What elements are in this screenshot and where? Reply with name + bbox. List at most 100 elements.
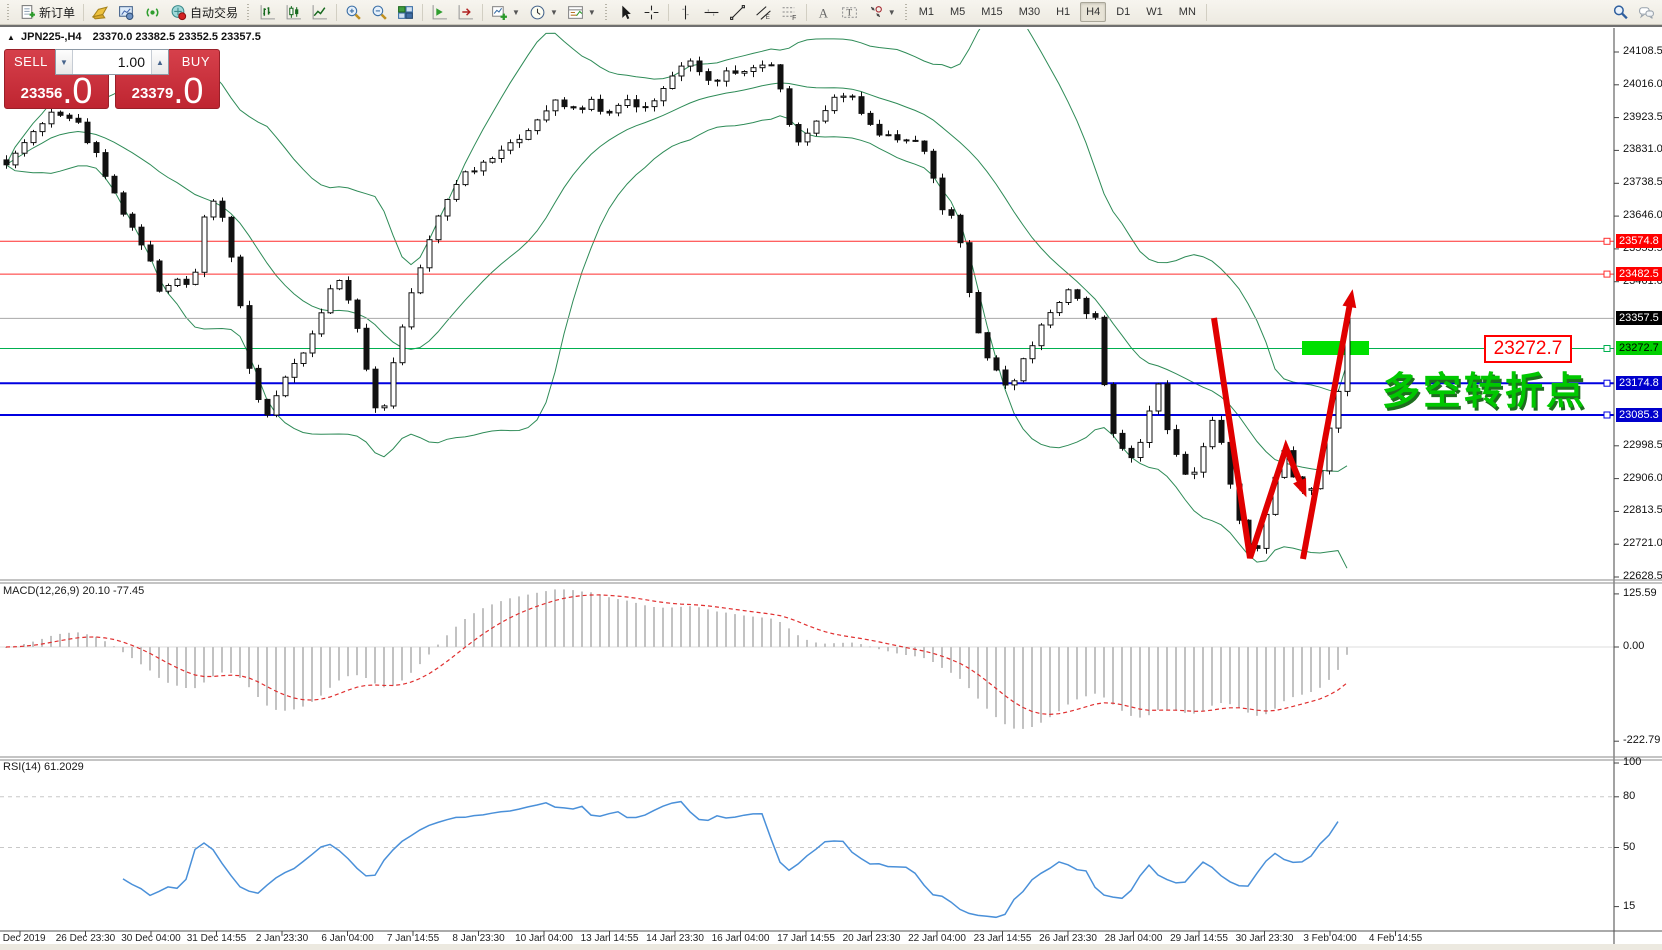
candle: [903, 139, 910, 142]
indicators-button[interactable]: ▼: [487, 1, 524, 23]
macd-bar: [1319, 647, 1321, 688]
macd-bar: [482, 608, 484, 647]
rsi-tick: 50: [1623, 840, 1636, 853]
toolbar-grip[interactable]: [246, 3, 252, 21]
fibonacci-tool-button[interactable]: F: [777, 1, 802, 23]
search-button[interactable]: [1608, 1, 1633, 23]
vline-tool-button[interactable]: [673, 1, 698, 23]
candle: [372, 368, 379, 409]
terminal-button[interactable]: [114, 1, 139, 23]
price-callout-box[interactable]: 23272.7: [1484, 335, 1572, 363]
candle: [1137, 441, 1144, 458]
timeframe-button-m15[interactable]: M15: [981, 6, 1003, 18]
chart-shift-icon: [457, 4, 474, 21]
autotrade-button[interactable]: 自动交易: [166, 1, 242, 23]
rsi-line: [122, 800, 1339, 919]
chart-shift-button[interactable]: [453, 1, 478, 23]
line-handle[interactable]: [1603, 237, 1611, 245]
candle: [732, 70, 739, 74]
crosshair-tool-button[interactable]: [639, 1, 664, 23]
macd-bar: [311, 647, 313, 702]
volume-decrease-button[interactable]: ▼: [56, 50, 73, 74]
new-order-button[interactable]: 新订单: [15, 1, 79, 23]
candle: [606, 110, 613, 114]
macd-bar: [608, 597, 610, 647]
text-tool-button[interactable]: A: [811, 1, 836, 23]
cursor-tool-button[interactable]: [613, 1, 638, 23]
timeframe-button-w1[interactable]: W1: [1146, 6, 1163, 18]
candle: [1182, 453, 1189, 475]
timeframe-button-m30[interactable]: M30: [1018, 6, 1041, 18]
candle: [570, 106, 577, 109]
timeframe-button-h1[interactable]: H1: [1056, 6, 1071, 18]
zoom-in-button[interactable]: [341, 1, 366, 23]
zoom-out-button[interactable]: [367, 1, 392, 23]
highlight-zone[interactable]: [1302, 341, 1369, 355]
price-tick: 23738.5: [1623, 176, 1662, 189]
trendline-tool-button[interactable]: [725, 1, 750, 23]
signals-button[interactable]: [140, 1, 165, 23]
candle: [669, 75, 676, 89]
macd-bar: [1040, 647, 1042, 723]
macd-bar: [1157, 647, 1159, 710]
candle: [804, 132, 811, 143]
candle: [381, 405, 388, 409]
vertical-line-icon: [677, 4, 694, 21]
time-tick-label: 28 Jan 04:00: [1104, 933, 1163, 944]
macd-bar: [833, 643, 835, 647]
chat-button[interactable]: [1634, 1, 1659, 23]
bar-chart-mode-button[interactable]: [255, 1, 280, 23]
market-watch-button[interactable]: [88, 1, 113, 23]
templates-button[interactable]: ▼: [563, 1, 600, 23]
line-handle[interactable]: [1603, 411, 1611, 419]
autotrade-icon: [170, 4, 187, 21]
time-tick-label: 16 Jan 04:00: [711, 933, 770, 944]
candle: [1038, 324, 1045, 347]
volume-value[interactable]: 1.00: [117, 54, 145, 70]
trend-arrow[interactable]: [1300, 289, 1357, 560]
timeframe-button-mn[interactable]: MN: [1178, 6, 1196, 18]
line-price-label: 23174.8: [1616, 376, 1662, 391]
candle: [237, 256, 244, 307]
line-chart-mode-button[interactable]: [307, 1, 332, 23]
toolbar-grip[interactable]: [603, 3, 609, 21]
line-handle[interactable]: [1603, 270, 1611, 278]
rsi-label: RSI(14) 61.2029: [3, 761, 84, 773]
periods-button[interactable]: ▼: [525, 1, 562, 23]
channel-tool-button[interactable]: E: [751, 1, 776, 23]
timeframe-button-m1[interactable]: M1: [918, 6, 934, 18]
macd-bar: [158, 647, 160, 678]
macd-bar: [518, 596, 520, 647]
auto-scroll-button[interactable]: [427, 1, 452, 23]
toolbar-grip[interactable]: [903, 3, 909, 21]
svg-text:A: A: [819, 6, 829, 20]
autotrade-label: 自动交易: [190, 5, 239, 20]
macd-bar: [1220, 647, 1222, 703]
chinese-annotation[interactable]: 多空转折点: [1382, 371, 1588, 413]
toolbar-grip[interactable]: [6, 3, 11, 21]
macd-bar: [68, 632, 70, 647]
macd-bar: [914, 647, 916, 657]
candle: [120, 192, 127, 215]
hline-tool-button[interactable]: [699, 1, 724, 23]
label-tool-button[interactable]: T: [837, 1, 862, 23]
time-tick-label: 13 Jan 14:55: [580, 933, 639, 944]
volume-increase-button[interactable]: ▲: [151, 50, 168, 74]
macd-tick: -222.79: [1623, 734, 1661, 747]
macd-bar: [1022, 647, 1024, 729]
candle: [1101, 316, 1108, 386]
chart-canvas[interactable]: [0, 27, 1662, 950]
macd-signal-line: [5, 594, 1348, 716]
macd-bar: [599, 594, 601, 647]
line-handle[interactable]: [1603, 345, 1611, 352]
timeframe-button-h4[interactable]: H4: [1080, 2, 1107, 22]
candle-chart-mode-button[interactable]: [281, 1, 306, 23]
tile-windows-button[interactable]: [393, 1, 418, 23]
timeframe-button-d1[interactable]: D1: [1116, 6, 1131, 18]
candle: [1200, 446, 1207, 473]
trend-arrow[interactable]: [1211, 317, 1307, 559]
line-handle[interactable]: [1603, 379, 1611, 387]
shapes-tool-button[interactable]: ▼: [863, 1, 900, 23]
macd-tick: 0.00: [1623, 640, 1645, 652]
timeframe-button-m5[interactable]: M5: [950, 6, 966, 18]
